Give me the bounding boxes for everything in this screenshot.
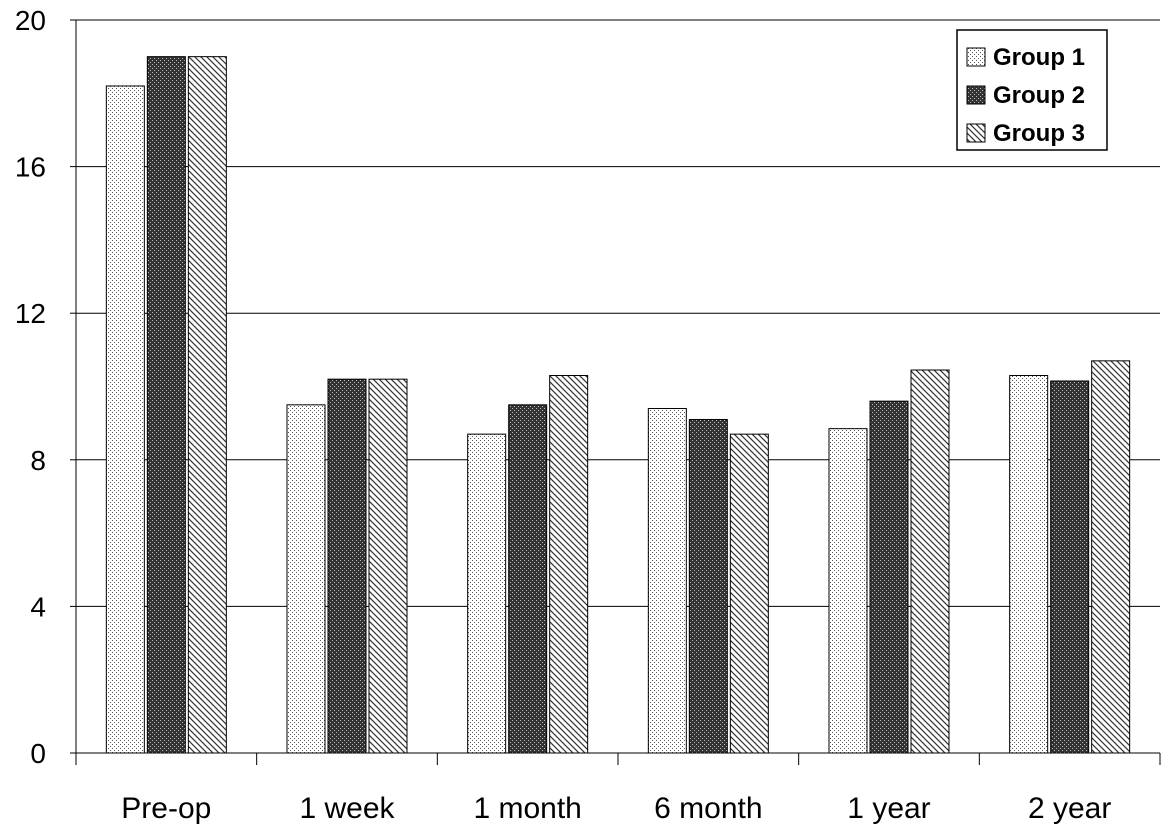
- gridlines: [76, 19, 1160, 607]
- y-tick-label: 0: [30, 738, 46, 769]
- bar: [187, 56, 227, 754]
- x-tick-label: 1 month: [473, 792, 581, 825]
- bar: [146, 56, 186, 754]
- bar: [1091, 360, 1131, 754]
- bar: [467, 433, 507, 754]
- x-tick-label: 1 year: [847, 792, 930, 825]
- bar: [105, 85, 145, 754]
- x-tick-label: 1 week: [299, 792, 395, 825]
- x-tick-label: 6 month: [654, 792, 762, 825]
- bar: [1009, 375, 1049, 754]
- bar: [828, 428, 868, 754]
- legend-swatch: [966, 47, 986, 67]
- bar: [286, 404, 326, 754]
- legend-label: Group 3: [993, 120, 1085, 147]
- y-tick-label: 16: [15, 152, 46, 183]
- legend: Group 1 Group 2 Group 3: [956, 29, 1108, 151]
- legend-swatch: [966, 85, 986, 105]
- bar: [1050, 380, 1090, 754]
- bar: [869, 400, 909, 754]
- y-tick-label: 12: [15, 298, 46, 329]
- bar: [508, 404, 548, 754]
- x-tick-label: 2 year: [1028, 792, 1111, 825]
- y-tick-label: 8: [30, 445, 46, 476]
- bar: [688, 418, 728, 754]
- x-tick-label: Pre-op: [121, 792, 211, 825]
- legend-swatch: [966, 123, 986, 143]
- bar: [729, 433, 769, 754]
- legend-label: Group 1: [993, 44, 1085, 71]
- legend-label: Group 2: [993, 82, 1085, 109]
- bar: [327, 378, 367, 754]
- bar: [368, 378, 408, 754]
- bar: [549, 375, 589, 754]
- axes: 0 4 8 12 16 20 Pre-op 1 week 1 month 6 month 1 yea…: [15, 5, 1161, 825]
- y-tick-label: 4: [30, 591, 46, 622]
- bars: [105, 56, 1131, 754]
- bar: [647, 407, 687, 754]
- y-tick-label: 20: [15, 5, 46, 36]
- bar: [910, 369, 950, 754]
